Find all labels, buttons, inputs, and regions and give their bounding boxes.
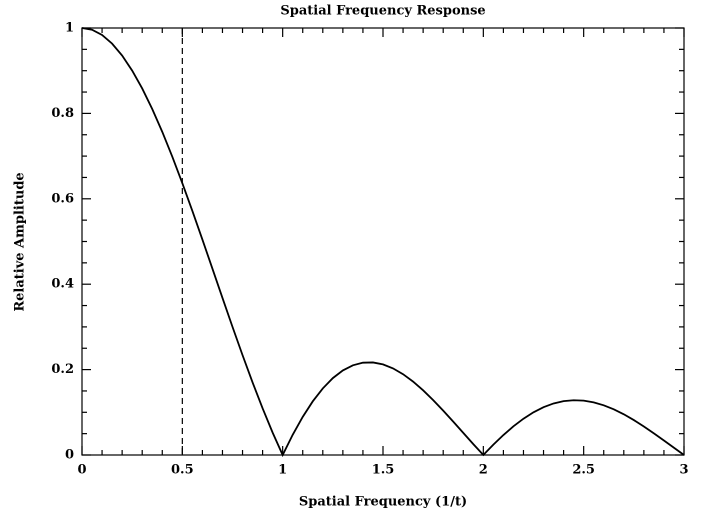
x-tick-label: 0.5: [171, 463, 194, 478]
y-tick-label: 0.6: [51, 191, 74, 206]
x-tick-label: 2.5: [572, 463, 595, 478]
x-tick-label: 1.5: [372, 463, 395, 478]
x-axis-label: Spatial Frequency (1/t): [299, 495, 467, 510]
y-tick-label: 0.4: [51, 277, 74, 292]
x-tick-label: 1: [278, 463, 287, 478]
y-tick-label: 0: [65, 448, 74, 463]
chart-title: Spatial Frequency Response: [280, 4, 485, 19]
x-tick-label: 3: [679, 463, 688, 478]
x-tick-label: 2: [479, 463, 488, 478]
curve: [81, 27, 685, 458]
plot-frame: [81, 27, 685, 456]
y-tick-label: 0.8: [51, 106, 74, 121]
x-tick-label: 0: [77, 463, 86, 478]
y-tick-label: 0.2: [51, 362, 74, 377]
y-tick-label: 1: [65, 21, 74, 36]
y-axis-label: Relative Amplitude: [13, 172, 28, 311]
